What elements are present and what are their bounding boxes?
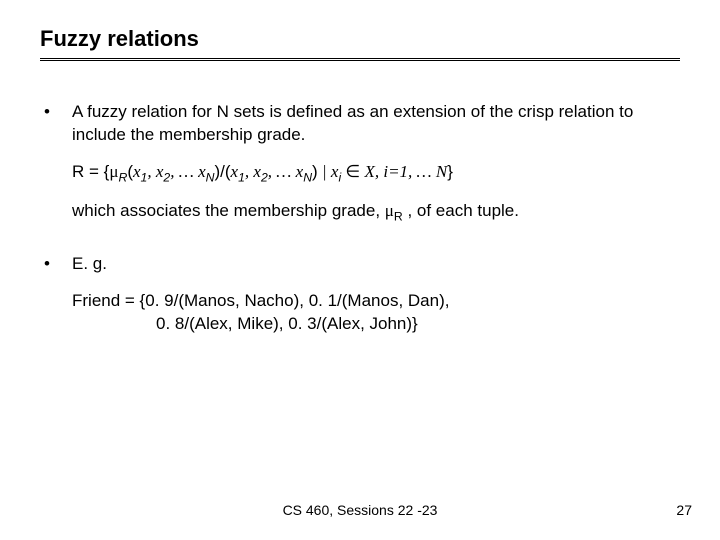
slide: Fuzzy relations • A fuzzy relation for N… <box>0 0 720 540</box>
footer-page-number: 27 <box>676 502 692 518</box>
close: } <box>447 162 453 181</box>
bar: | <box>318 162 331 181</box>
bullet-2-text: E. g. <box>72 253 680 276</box>
sN-2: N <box>303 170 312 184</box>
example-line-1: Friend = {0. 9/(Manos, Nacho), 0. 1/(Man… <box>72 290 680 313</box>
bullet-1: • A fuzzy relation for N sets is defined… <box>40 101 680 147</box>
spacer <box>40 239 680 253</box>
ell-2: … <box>276 162 295 181</box>
x-3: x <box>198 162 206 181</box>
x-1: x <box>133 162 141 181</box>
x-4: x <box>231 162 239 181</box>
bullet-dot-2: • <box>40 253 72 276</box>
assoc-line: which associates the membership grade, μ… <box>72 200 680 225</box>
assoc-mu-sub: R <box>394 209 403 223</box>
s1-2: 1 <box>238 170 245 184</box>
example-line-2: 0. 8/(Alex, Mike), 0. 3/(Alex, John)} <box>72 313 680 336</box>
c1: , <box>147 162 156 181</box>
xpart: X, i=1, … N <box>364 162 447 181</box>
c4: , <box>268 162 277 181</box>
assoc-mu: μ <box>385 201 394 220</box>
mu-sub-1: R <box>118 170 127 184</box>
formula-prefix: R = { <box>72 162 109 181</box>
slide-title: Fuzzy relations <box>40 26 680 52</box>
c2: , <box>170 162 179 181</box>
in: ∈ <box>341 162 364 181</box>
footer-center: CS 460, Sessions 22 -23 <box>0 502 720 518</box>
bullet-1-text: A fuzzy relation for N sets is defined a… <box>72 101 680 147</box>
example-block: Friend = {0. 9/(Manos, Nacho), 0. 1/(Man… <box>72 290 680 336</box>
s2-2: 2 <box>261 170 268 184</box>
slide-body: • A fuzzy relation for N sets is defined… <box>40 61 680 336</box>
bullet-dot: • <box>40 101 72 147</box>
assoc-pre: which associates the membership grade, <box>72 201 385 220</box>
ell-1: … <box>179 162 198 181</box>
assoc-post: , of each tuple. <box>403 201 519 220</box>
formula-line: R = {μR(x1, x2, … xN)/(x1, x2, … xN) | x… <box>72 161 680 186</box>
x-5: x <box>253 162 261 181</box>
bullet-2: • E. g. <box>40 253 680 276</box>
